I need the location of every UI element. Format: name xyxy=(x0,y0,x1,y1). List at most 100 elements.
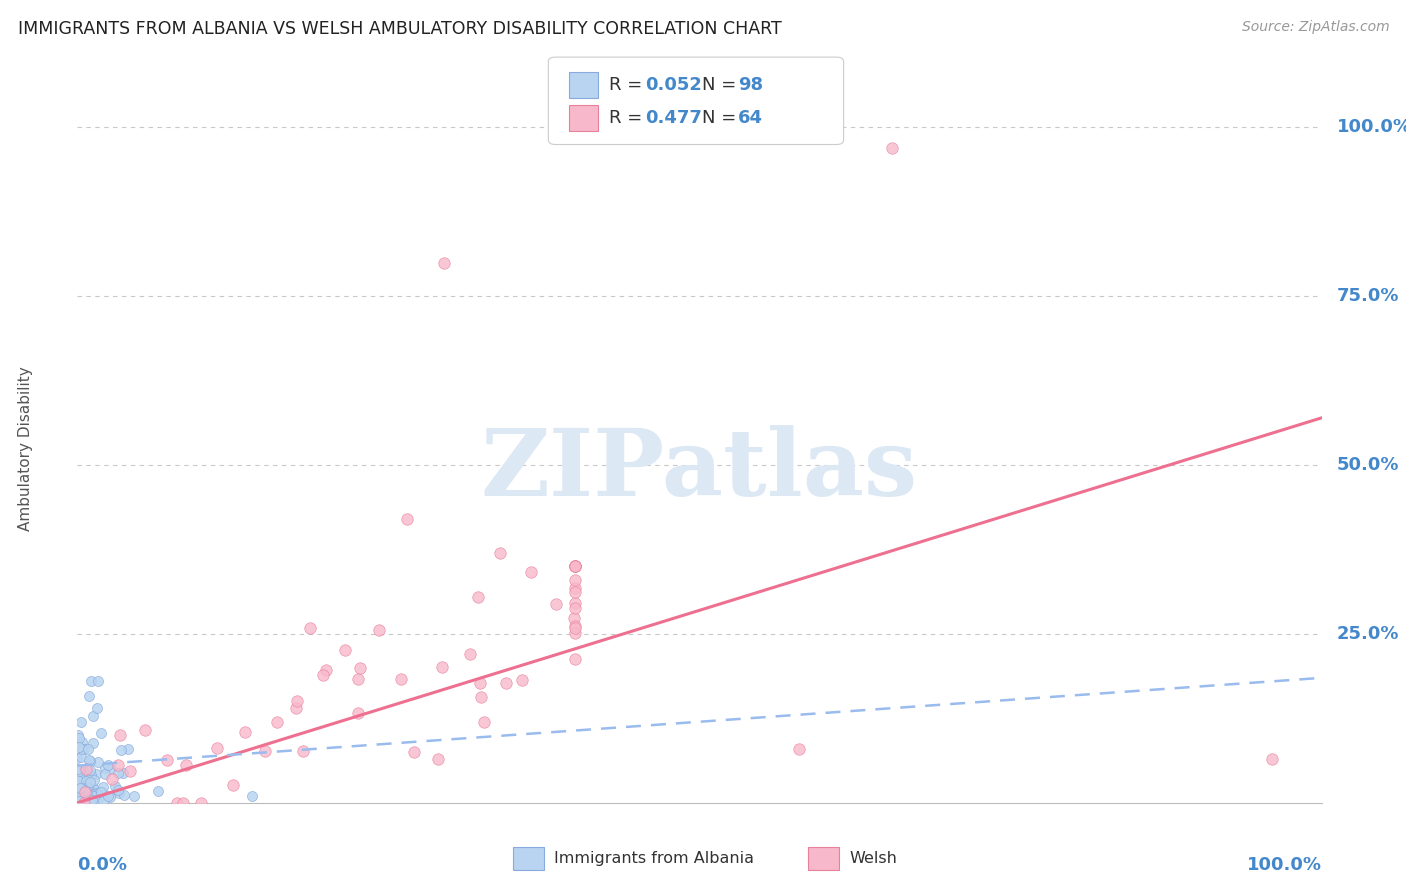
Point xyxy=(66,751,89,765)
Point xyxy=(82,736,104,750)
Text: Immigrants from Albania: Immigrants from Albania xyxy=(554,851,754,865)
Point xyxy=(94,761,117,775)
Text: N =: N = xyxy=(702,109,741,127)
Point xyxy=(564,559,586,574)
Point xyxy=(882,141,904,155)
Point xyxy=(86,787,108,801)
Point xyxy=(564,573,586,587)
Point xyxy=(84,786,107,800)
Point xyxy=(67,731,90,746)
Point xyxy=(70,781,93,796)
Point xyxy=(93,780,115,794)
Point xyxy=(108,728,131,742)
Point xyxy=(75,781,97,796)
Point xyxy=(79,755,101,769)
Text: 98: 98 xyxy=(738,76,763,94)
Point xyxy=(86,701,108,715)
Point xyxy=(564,559,586,574)
Point xyxy=(470,690,492,705)
Point xyxy=(100,762,122,776)
Point xyxy=(333,642,356,657)
Point xyxy=(73,796,96,810)
Point xyxy=(562,611,585,625)
Point xyxy=(75,777,97,791)
Point xyxy=(66,789,89,804)
Text: 50.0%: 50.0% xyxy=(1337,456,1399,475)
Point xyxy=(564,626,586,640)
Point xyxy=(67,766,90,780)
Point xyxy=(519,566,541,580)
Point xyxy=(564,601,586,615)
Point xyxy=(396,512,419,526)
Point xyxy=(117,741,139,756)
Point xyxy=(77,789,100,803)
Point xyxy=(79,787,101,801)
Point xyxy=(347,706,370,721)
Point xyxy=(489,546,512,560)
Point xyxy=(87,756,110,770)
Point xyxy=(291,743,314,757)
Point xyxy=(82,789,104,803)
Text: 75.0%: 75.0% xyxy=(1337,287,1399,305)
Point xyxy=(564,585,586,599)
Point xyxy=(122,789,145,803)
Point xyxy=(112,788,135,802)
Point xyxy=(77,689,100,703)
Point xyxy=(426,752,449,766)
Text: 0.477: 0.477 xyxy=(645,109,702,127)
Text: R =: R = xyxy=(609,76,648,94)
Text: 100.0%: 100.0% xyxy=(1247,856,1322,874)
Point xyxy=(1261,752,1284,766)
Point xyxy=(458,648,481,662)
Point xyxy=(66,793,89,807)
Point xyxy=(108,786,131,800)
Point xyxy=(72,741,94,756)
Point xyxy=(564,559,586,574)
Point xyxy=(468,676,491,690)
Point xyxy=(146,784,169,798)
Point xyxy=(79,793,101,807)
Point xyxy=(495,676,517,690)
Point xyxy=(107,765,129,780)
Point xyxy=(467,591,489,605)
Point xyxy=(312,667,335,681)
Point xyxy=(285,694,308,708)
Point xyxy=(77,753,100,767)
Text: Source: ZipAtlas.com: Source: ZipAtlas.com xyxy=(1241,20,1389,34)
Point xyxy=(67,775,90,789)
Point xyxy=(72,783,94,797)
Point xyxy=(79,794,101,808)
Point xyxy=(190,796,212,810)
Point xyxy=(82,780,104,795)
Point xyxy=(564,596,586,610)
Point xyxy=(80,791,103,805)
Point xyxy=(172,796,194,810)
Point xyxy=(90,726,112,740)
Point xyxy=(285,701,308,715)
Point xyxy=(67,764,90,778)
Point xyxy=(76,777,98,791)
Point xyxy=(83,781,105,796)
Point xyxy=(430,660,453,674)
Point xyxy=(80,793,103,807)
Point xyxy=(110,743,132,757)
Point xyxy=(66,728,89,742)
Point xyxy=(233,725,256,739)
Text: 25.0%: 25.0% xyxy=(1337,625,1399,643)
Point xyxy=(101,772,124,786)
Point xyxy=(75,762,97,776)
Point xyxy=(84,789,107,804)
Point xyxy=(90,785,112,799)
Point xyxy=(564,581,586,595)
Point xyxy=(134,723,156,737)
Point xyxy=(253,744,276,758)
Point xyxy=(67,769,90,783)
Point xyxy=(564,559,586,574)
Point xyxy=(266,715,288,730)
Point xyxy=(205,740,228,755)
Text: R =: R = xyxy=(609,109,648,127)
Point xyxy=(70,714,93,729)
Point xyxy=(564,559,586,574)
Point xyxy=(76,780,98,794)
Point xyxy=(79,763,101,777)
